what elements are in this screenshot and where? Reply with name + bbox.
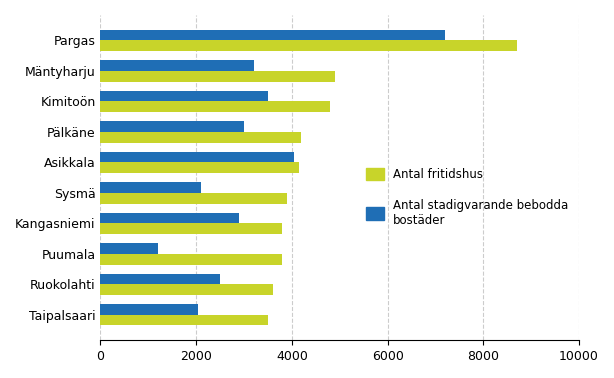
Bar [100,132,301,143]
Bar [100,30,445,40]
Bar [100,315,268,325]
Bar [100,304,198,315]
Bar [100,213,239,223]
Bar [100,274,220,284]
Bar [100,223,282,234]
Bar [100,243,158,254]
Legend: Antal fritidshus, Antal stadigvarande bebodda
bostäder: Antal fritidshus, Antal stadigvarande be… [361,163,573,231]
Bar [100,182,201,193]
Bar [100,101,330,112]
Bar [100,40,517,51]
Bar [100,71,335,82]
Bar [100,254,282,265]
Bar [100,60,254,71]
Bar [100,91,268,101]
Bar [100,152,294,163]
Bar [100,163,299,173]
Bar [100,121,244,132]
Bar [100,193,287,203]
Bar [100,284,273,295]
